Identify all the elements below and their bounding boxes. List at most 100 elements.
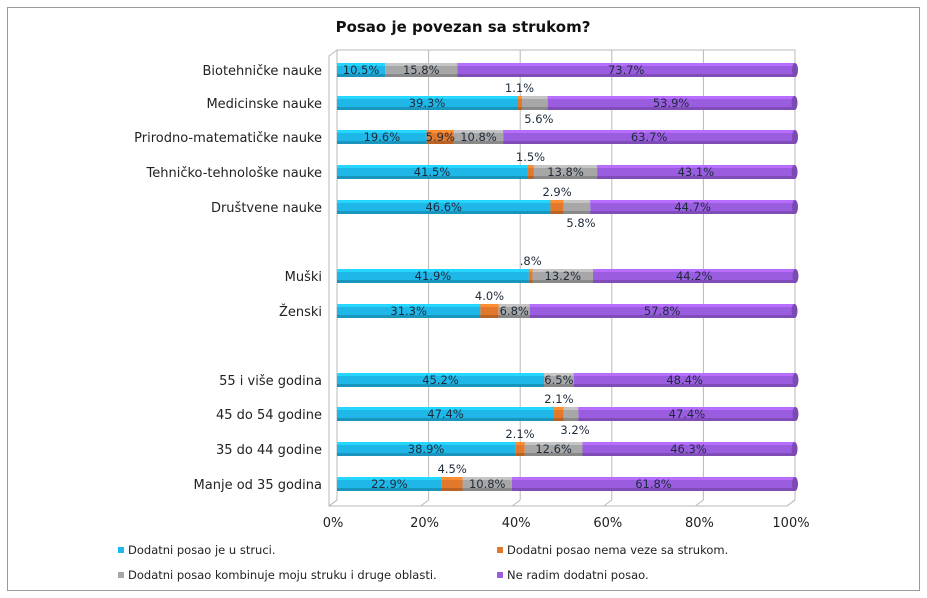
bar-highlight bbox=[337, 96, 517, 99]
value-label: 57.8% bbox=[644, 304, 681, 318]
bar-shadow bbox=[337, 453, 516, 456]
bar-highlight bbox=[337, 304, 481, 307]
bar-segment bbox=[578, 407, 796, 421]
bar-highlight bbox=[554, 407, 564, 410]
bar-highlight bbox=[590, 200, 795, 203]
bar-shadow bbox=[462, 488, 512, 491]
value-label: 41.9% bbox=[415, 269, 452, 283]
bar-segment bbox=[385, 63, 458, 77]
bar-segment bbox=[453, 130, 504, 144]
gridline-floor bbox=[328, 499, 338, 507]
bar-end-cap bbox=[791, 165, 798, 179]
bar-shadow bbox=[511, 488, 795, 491]
x-tick-label: 0% bbox=[323, 516, 344, 531]
bar-segment bbox=[582, 442, 795, 456]
bar-segment bbox=[528, 269, 533, 283]
bar-highlight bbox=[524, 442, 583, 445]
gridline-floor bbox=[695, 499, 704, 507]
bar-highlight bbox=[528, 269, 533, 272]
value-label: 48.4% bbox=[666, 373, 703, 387]
bar-shadow bbox=[544, 384, 574, 387]
bar-highlight bbox=[337, 407, 555, 410]
bar-shadow bbox=[529, 315, 795, 318]
bar-highlight bbox=[385, 63, 458, 66]
value-label: 12.6% bbox=[535, 442, 572, 456]
bar-highlight bbox=[337, 477, 442, 480]
value-label: 10.8% bbox=[460, 130, 497, 144]
bar-highlight bbox=[457, 63, 795, 66]
legend-label: Dodatni posao kombinuje moju struku i dr… bbox=[128, 568, 437, 582]
category-label: 45 do 54 godine bbox=[216, 408, 322, 423]
bar-shadow bbox=[590, 211, 795, 214]
category-label: Biotehničke nauke bbox=[202, 64, 322, 79]
bar-segment bbox=[480, 304, 499, 318]
bar-highlight bbox=[527, 165, 534, 168]
gridline-floor bbox=[603, 499, 613, 507]
bar-shadow bbox=[593, 280, 796, 283]
gridline-floor bbox=[786, 499, 796, 507]
bar-highlight bbox=[533, 165, 598, 168]
value-label: 4.5% bbox=[438, 462, 467, 476]
bar-highlight bbox=[573, 373, 796, 376]
bar-highlight bbox=[563, 407, 579, 410]
bar-shadow bbox=[385, 74, 458, 77]
bar-segment bbox=[529, 304, 795, 318]
value-label: 2.1% bbox=[505, 427, 534, 441]
bar-highlight bbox=[337, 442, 516, 445]
value-label: 3.2% bbox=[560, 423, 589, 437]
bar-shadow bbox=[578, 418, 796, 421]
bar-highlight bbox=[511, 477, 795, 480]
bar-segment bbox=[563, 407, 579, 421]
value-label: 10.8% bbox=[469, 477, 506, 491]
bar-segment bbox=[337, 63, 386, 77]
bar-highlight bbox=[547, 96, 795, 99]
bar-highlight bbox=[597, 165, 795, 168]
value-label: 13.2% bbox=[545, 269, 582, 283]
bar-segment bbox=[337, 269, 529, 283]
bar-end-cap bbox=[792, 407, 799, 421]
bar-segment bbox=[550, 200, 564, 214]
bar-shadow bbox=[597, 176, 795, 179]
bar-highlight bbox=[578, 407, 796, 410]
bar-segment bbox=[515, 442, 525, 456]
bar-segment bbox=[547, 96, 795, 110]
bar-highlight bbox=[515, 442, 525, 445]
bar-segment bbox=[573, 373, 796, 387]
bar-segment bbox=[533, 165, 598, 179]
bar-shadow bbox=[563, 418, 579, 421]
bar-segment bbox=[337, 200, 551, 214]
value-label: 22.9% bbox=[371, 477, 408, 491]
bar-highlight bbox=[337, 200, 551, 203]
bar-highlight bbox=[462, 477, 512, 480]
bar-highlight bbox=[582, 442, 795, 445]
bar-highlight bbox=[426, 130, 454, 133]
legend-swatch bbox=[497, 547, 503, 553]
legend-label: Dodatni posao nema veze sa strukom. bbox=[507, 543, 728, 557]
bar-segment bbox=[503, 130, 795, 144]
value-labels: 10.5% 15.8% 73.7% 39.3% 1.1% 5.6% 53.9% 19.6% 5.… bbox=[343, 63, 714, 491]
bar-shadow bbox=[503, 141, 795, 144]
bar-highlight bbox=[441, 477, 463, 480]
bar-highlight bbox=[532, 269, 594, 272]
category-labels: Biotehničke nauke Medicinske nauke Prirodn… bbox=[134, 64, 322, 493]
bar-segment bbox=[563, 200, 591, 214]
bar-shadow bbox=[337, 488, 442, 491]
value-label: 53.9% bbox=[653, 96, 690, 110]
bar-end-cap bbox=[792, 200, 798, 214]
bar-highlight bbox=[498, 304, 530, 307]
bar-end-cap bbox=[792, 477, 798, 491]
legend-swatch bbox=[497, 572, 503, 578]
legend: Dodatni posao je u struci. Dodatni posao … bbox=[118, 543, 728, 582]
value-label: 47.4% bbox=[669, 407, 706, 421]
bar-segment bbox=[337, 373, 545, 387]
bar-highlight bbox=[550, 200, 564, 203]
category-label: 55 i više godina bbox=[219, 374, 322, 389]
bar-shadow bbox=[582, 453, 795, 456]
bar-shadow bbox=[563, 211, 591, 214]
bar-segment bbox=[527, 165, 534, 179]
chart-title: Posao je povezan sa strukom? bbox=[336, 18, 591, 36]
bar-highlight bbox=[337, 373, 545, 376]
bar-end-cap bbox=[792, 269, 799, 283]
value-label: 44.2% bbox=[676, 269, 713, 283]
